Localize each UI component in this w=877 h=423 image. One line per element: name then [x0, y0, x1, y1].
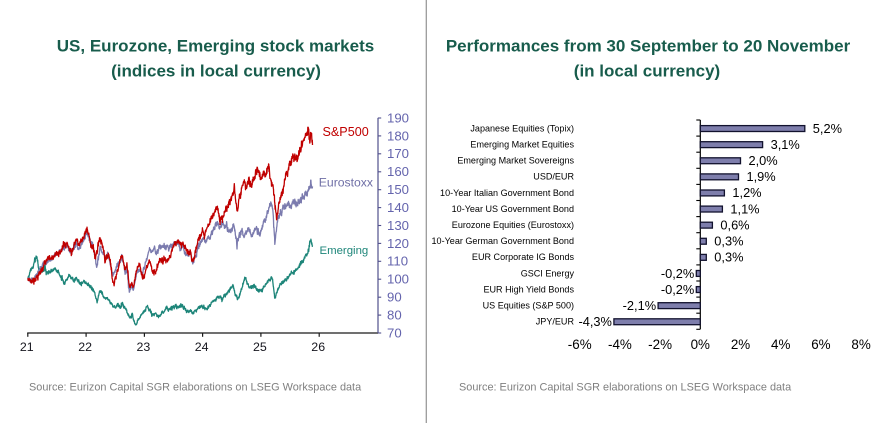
svg-text:110: 110	[387, 254, 408, 269]
svg-text:-0,2%: -0,2%	[661, 266, 694, 281]
svg-text:80: 80	[387, 308, 402, 323]
svg-text:Source: Eurizon Capital SGR el: Source: Eurizon Capital SGR elaborations…	[459, 382, 792, 394]
svg-text:Emerging: Emerging	[320, 245, 369, 257]
svg-text:-2,1%: -2,1%	[623, 298, 656, 313]
svg-text:Eurostoxx: Eurostoxx	[319, 175, 373, 189]
svg-text:130: 130	[387, 218, 409, 233]
svg-text:EUR Corporate IG Bonds: EUR Corporate IG Bonds	[472, 252, 575, 262]
svg-text:70: 70	[387, 325, 402, 340]
svg-text:6%: 6%	[811, 337, 830, 352]
svg-text:-4,3%: -4,3%	[578, 314, 611, 329]
svg-text:180: 180	[387, 128, 409, 143]
svg-text:10-Year Italian Government Bon: 10-Year Italian Government Bond	[440, 188, 574, 198]
svg-text:Emerging Market Equities: Emerging Market Equities	[470, 140, 574, 150]
svg-text:170: 170	[387, 146, 409, 161]
svg-text:S&P500: S&P500	[323, 125, 369, 139]
svg-text:5,2%: 5,2%	[813, 121, 842, 136]
svg-text:100: 100	[387, 272, 409, 287]
svg-text:Source: Eurizon Capital SGR el: Source: Eurizon Capital SGR elaborations…	[29, 382, 362, 394]
svg-text:4%: 4%	[771, 337, 790, 352]
svg-text:2,0%: 2,0%	[749, 153, 778, 168]
svg-text:JPY/EUR: JPY/EUR	[536, 317, 575, 327]
svg-text:-2%: -2%	[648, 337, 672, 352]
svg-text:(in local currency): (in local currency)	[574, 61, 720, 80]
svg-text:US, Eurozone, Emerging stock m: US, Eurozone, Emerging stock markets	[57, 36, 374, 55]
svg-text:140: 140	[387, 200, 409, 215]
svg-text:150: 150	[387, 182, 409, 197]
svg-text:0%: 0%	[691, 337, 710, 352]
svg-text:1,9%: 1,9%	[747, 169, 776, 184]
svg-text:0,6%: 0,6%	[720, 218, 749, 233]
svg-text:US Equities (S&P 500): US Equities (S&P 500)	[483, 300, 574, 310]
svg-text:-6%: -6%	[568, 337, 592, 352]
svg-text:-4%: -4%	[608, 337, 632, 352]
svg-text:8%: 8%	[851, 337, 870, 352]
svg-text:Japanese Equities (Topix): Japanese Equities (Topix)	[470, 123, 574, 133]
svg-text:160: 160	[387, 164, 409, 179]
svg-text:21: 21	[20, 340, 34, 354]
svg-text:3,1%: 3,1%	[771, 137, 800, 152]
svg-text:EUR High Yield Bonds: EUR High Yield Bonds	[483, 284, 574, 294]
svg-text:25: 25	[253, 340, 267, 354]
svg-text:0,3%: 0,3%	[714, 250, 743, 265]
svg-text:1,1%: 1,1%	[730, 201, 759, 216]
svg-text:120: 120	[387, 236, 409, 251]
svg-text:Emerging Market Sovereigns: Emerging Market Sovereigns	[457, 156, 574, 166]
svg-text:190: 190	[387, 110, 409, 125]
svg-text:2%: 2%	[731, 337, 750, 352]
svg-text:26: 26	[311, 340, 325, 354]
svg-text:23: 23	[137, 340, 151, 354]
svg-text:1,2%: 1,2%	[732, 185, 761, 200]
svg-text:GSCI Energy: GSCI Energy	[521, 268, 575, 278]
svg-text:10-Year German Government Bond: 10-Year German Government Bond	[432, 236, 574, 246]
svg-text:Performances from 30 September: Performances from 30 September to 20 Nov…	[446, 36, 851, 55]
svg-text:24: 24	[195, 340, 209, 354]
svg-text:USD/EUR: USD/EUR	[533, 172, 574, 182]
svg-text:(indices in local currency): (indices in local currency)	[111, 61, 321, 80]
svg-text:10-Year US Government Bond: 10-Year US Government Bond	[452, 204, 574, 214]
svg-text:0,3%: 0,3%	[714, 234, 743, 249]
svg-text:-0,2%: -0,2%	[661, 282, 694, 297]
svg-text:Eurozone Equities (Eurostoxx): Eurozone Equities (Eurostoxx)	[452, 220, 574, 230]
svg-text:90: 90	[387, 290, 402, 305]
svg-text:22: 22	[78, 340, 92, 354]
